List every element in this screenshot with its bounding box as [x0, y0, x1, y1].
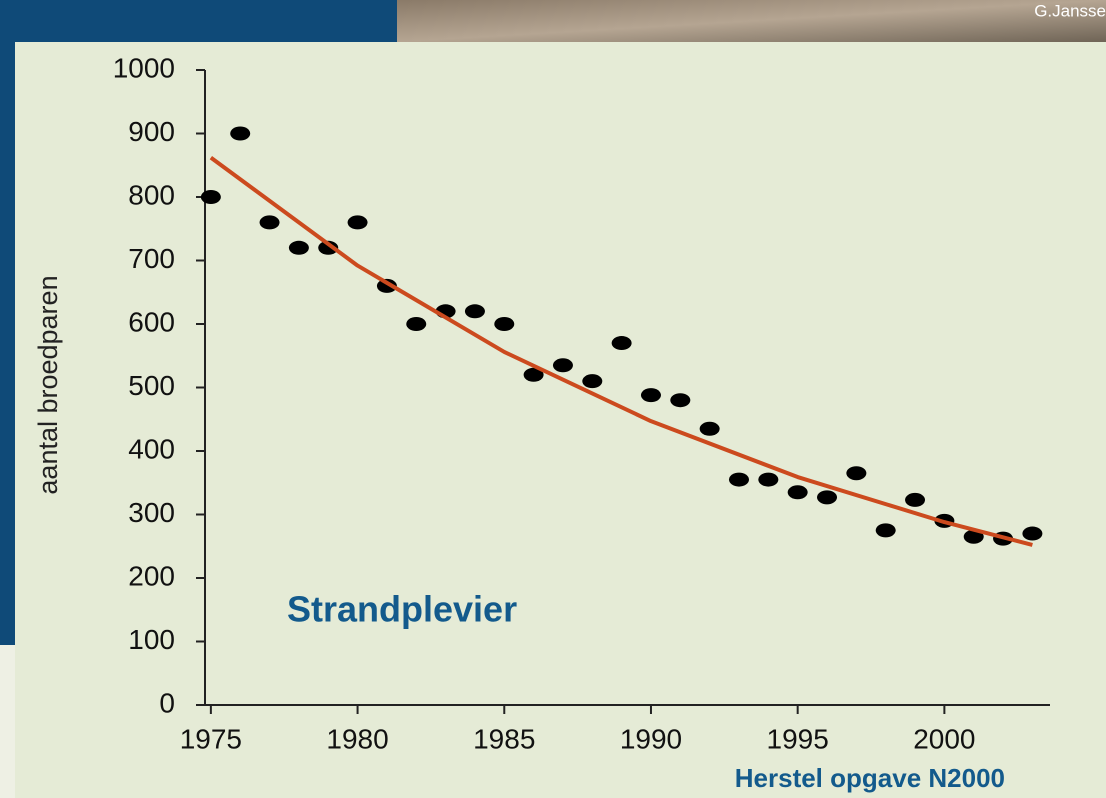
data-point [260, 215, 280, 229]
data-point [758, 473, 778, 487]
data-point [1022, 527, 1042, 541]
page: {"photo_credit": "G.Jansse", "footer": "… [0, 0, 1106, 798]
photo-credit: G.Jansse [1034, 1, 1106, 20]
x-tick-label: 1990 [620, 723, 682, 754]
y-tick-label: 300 [128, 497, 175, 528]
y-axis-title: aantal broedparen [33, 275, 63, 494]
x-tick-label: 1995 [767, 723, 829, 754]
data-point [406, 317, 426, 331]
x-tick-label: 2000 [913, 723, 975, 754]
data-point [553, 358, 573, 372]
data-point [670, 393, 690, 407]
y-tick-label: 900 [128, 116, 175, 147]
data-point [612, 336, 632, 350]
data-point [876, 523, 896, 537]
data-point [641, 388, 661, 402]
data-point [817, 490, 837, 504]
data-point [494, 317, 514, 331]
x-tick-label: 1985 [473, 723, 535, 754]
data-point [289, 241, 309, 255]
photo-strip [397, 0, 1106, 42]
y-tick-label: 700 [128, 243, 175, 274]
chart-panel [15, 42, 1106, 798]
y-tick-label: 0 [159, 687, 175, 718]
footer: Herstel opgave N2000 [735, 763, 1005, 793]
y-tick-label: 100 [128, 624, 175, 655]
data-point [582, 374, 602, 388]
data-point [700, 422, 720, 436]
data-point [729, 473, 749, 487]
data-point [465, 304, 485, 318]
data-point [348, 215, 368, 229]
y-tick-label: 600 [128, 306, 175, 337]
data-point [846, 466, 866, 480]
y-tick-label: 200 [128, 560, 175, 591]
y-tick-label: 500 [128, 370, 175, 401]
annotation: Strandplevier [287, 589, 517, 630]
y-tick-label: 800 [128, 179, 175, 210]
x-tick-label: 1980 [326, 723, 388, 754]
y-tick-label: 1000 [113, 52, 175, 83]
y-tick-label: 400 [128, 433, 175, 464]
data-point [905, 493, 925, 507]
data-point [230, 127, 250, 141]
x-tick-label: 1975 [180, 723, 242, 754]
data-point [201, 190, 221, 204]
slide: G.Jansse Herstel opgave N2000 Strandplev… [0, 0, 1106, 798]
data-point [788, 485, 808, 499]
